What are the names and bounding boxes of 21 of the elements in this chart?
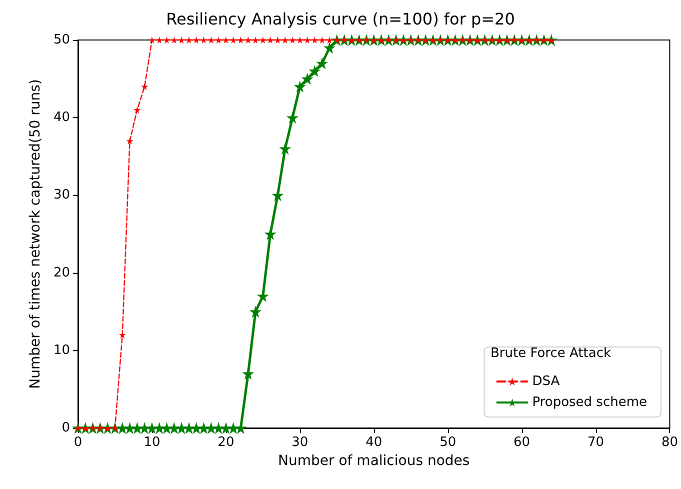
x-tick-label: 60 — [514, 435, 530, 450]
x-tick-label: 70 — [587, 435, 604, 450]
x-axis-title: Number of malicious nodes — [278, 453, 470, 469]
y-tick-label: 40 — [53, 110, 70, 126]
x-tick-label: 50 — [440, 435, 456, 450]
x-tick-label: 30 — [292, 435, 308, 450]
y-tick-label: 30 — [53, 188, 70, 203]
y-tick-label: 20 — [53, 265, 70, 280]
legend-label: Proposed scheme — [532, 395, 648, 410]
y-tick-label: 0 — [62, 420, 70, 436]
y-tick-label: 10 — [53, 342, 70, 358]
chart-title: Resiliency Analysis curve (n=100) for p=20 — [166, 10, 515, 28]
legend-title: Brute Force Attack — [490, 346, 612, 361]
x-tick-label: 20 — [218, 435, 234, 450]
y-axis-title: Number of times network captured(50 runs) — [28, 79, 44, 389]
y-tick-label: 50 — [53, 32, 70, 48]
x-tick-label: 0 — [74, 435, 82, 450]
x-tick-label: 10 — [144, 435, 160, 450]
x-tick-label: 40 — [366, 435, 382, 450]
legend-label: DSA — [532, 374, 560, 389]
x-tick-label: 80 — [661, 435, 678, 450]
